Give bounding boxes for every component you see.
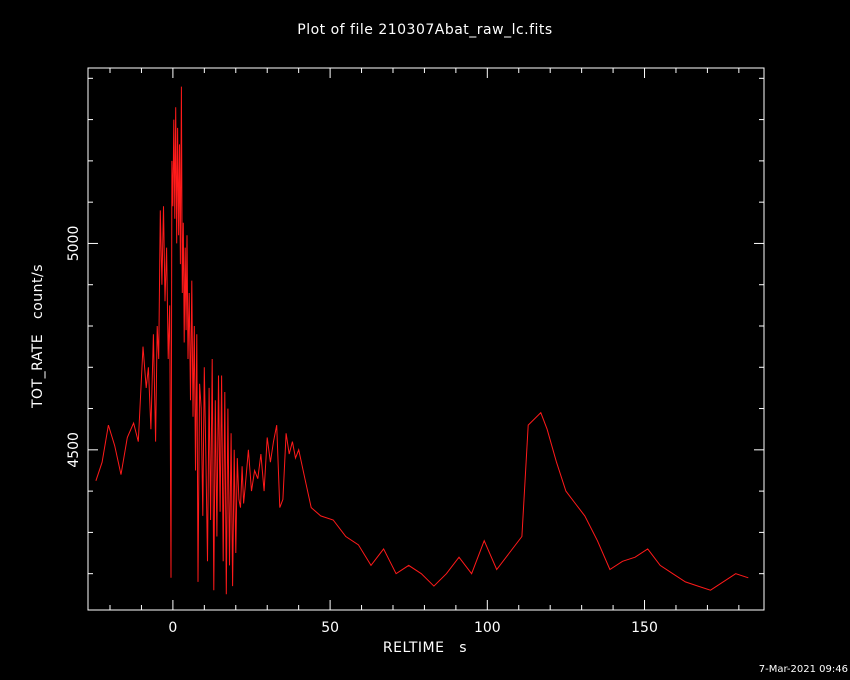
plot-frame <box>87 67 765 611</box>
tick-labels: 0 50 100 150 4500 5000 <box>66 226 658 636</box>
y-tick-label: 5000 <box>66 226 82 262</box>
rate-series-line <box>95 86 749 595</box>
y-axis-label: TOT_RATE count/s <box>30 263 46 409</box>
y-tick-label: 4500 <box>66 432 82 468</box>
x-tick-label: 0 <box>168 620 177 636</box>
x-tick-label: 50 <box>321 620 339 636</box>
timestamp: 7-Mar-2021 09:46 <box>758 664 848 675</box>
x-axis-label-text: RELTIME s <box>382 640 468 656</box>
x-axis-label: RELTIME s <box>0 640 850 656</box>
x-tick-label: 100 <box>474 620 501 636</box>
axis-ticks <box>88 68 764 610</box>
x-tick-label: 150 <box>631 620 658 636</box>
chart-title: Plot of file 210307Abat_raw_lc.fits <box>297 22 553 38</box>
